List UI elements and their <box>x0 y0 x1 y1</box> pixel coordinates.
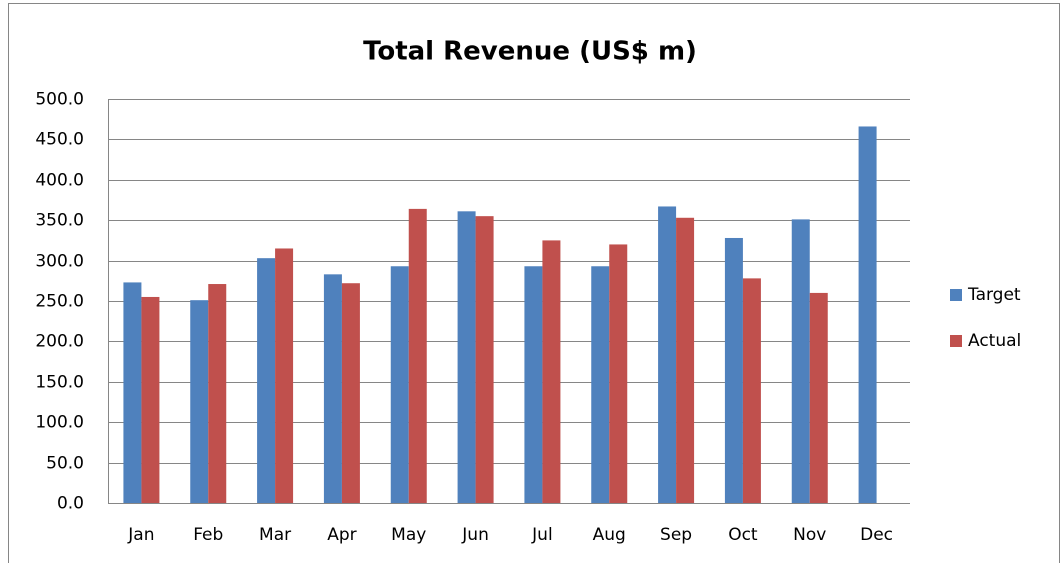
bar <box>275 248 294 503</box>
x-tick-label: May <box>391 525 426 545</box>
x-tick-label: Oct <box>728 525 758 545</box>
x-tick-label: Jul <box>531 525 553 545</box>
y-tick-label: 50.0 <box>46 454 84 474</box>
bar <box>658 206 677 504</box>
y-tick-label: 400.0 <box>35 171 84 191</box>
bar <box>609 244 628 503</box>
y-tick-label: 300.0 <box>35 252 84 272</box>
x-tick-label: Dec <box>860 525 893 545</box>
x-tick-label: Sep <box>660 525 692 545</box>
y-tick-label: 150.0 <box>35 373 84 393</box>
y-tick-label: 0.0 <box>57 494 84 514</box>
y-tick-label: 350.0 <box>35 211 84 231</box>
legend-swatch <box>950 335 962 347</box>
bar <box>341 283 360 503</box>
bar <box>457 211 476 503</box>
bar <box>591 266 610 503</box>
y-tick-label: 450.0 <box>35 130 84 150</box>
x-tick-label: Jun <box>461 525 489 545</box>
y-tick-label: 200.0 <box>35 332 84 352</box>
bar <box>524 266 543 503</box>
bar <box>676 217 695 503</box>
bar <box>141 296 160 503</box>
bar <box>123 282 142 503</box>
bar <box>390 266 409 503</box>
x-tick-label: Mar <box>259 525 291 545</box>
bar <box>858 126 877 504</box>
y-tick-label: 250.0 <box>35 292 84 312</box>
x-tick-label: Apr <box>327 525 356 545</box>
bar <box>323 274 342 503</box>
x-tick-label: Jan <box>127 525 154 545</box>
legend-label: Target <box>967 285 1021 305</box>
y-tick-label: 500.0 <box>35 90 84 110</box>
bar <box>742 278 761 503</box>
bar <box>408 208 427 503</box>
chart-title: Total Revenue (US$ m) <box>363 37 697 67</box>
x-tick-label: Nov <box>793 525 826 545</box>
bar <box>208 284 227 503</box>
y-tick-label: 100.0 <box>35 413 84 433</box>
bar <box>542 240 561 503</box>
legend-label: Actual <box>968 331 1021 351</box>
bar <box>809 292 828 503</box>
legend-swatch <box>950 289 962 301</box>
bar <box>724 237 743 503</box>
bar <box>475 216 494 503</box>
x-tick-label: Feb <box>193 525 223 545</box>
bar <box>190 300 209 503</box>
bar <box>257 258 276 503</box>
bar <box>791 219 810 503</box>
x-tick-label: Aug <box>593 525 626 545</box>
